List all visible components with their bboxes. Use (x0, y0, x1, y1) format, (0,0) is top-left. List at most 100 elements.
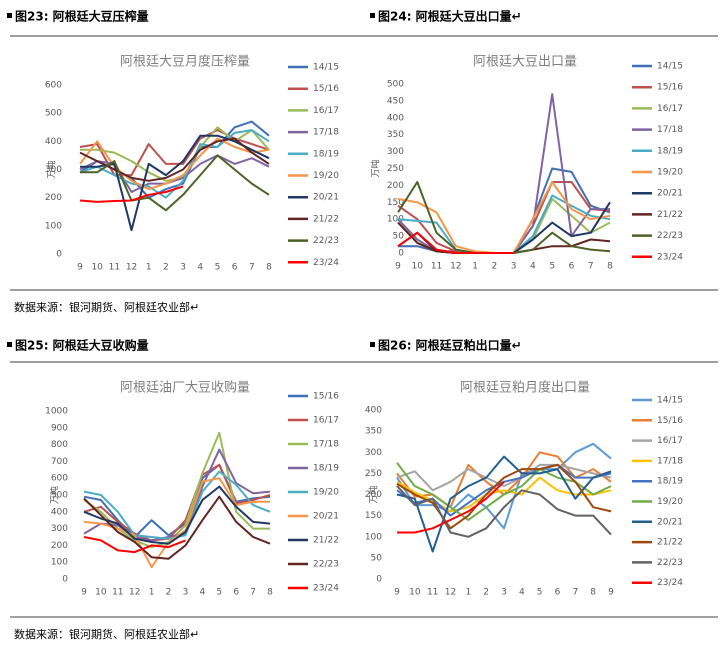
series-line (396, 442, 612, 530)
x-tick-label: 5 (215, 263, 221, 273)
x-tick-label: 7 (572, 588, 578, 598)
legend-label: 14/15 (657, 62, 683, 72)
y-tick-label: 400 (365, 406, 382, 416)
x-tick-label: 12 (450, 262, 461, 272)
y-axis-title: 万吨 (46, 160, 58, 178)
x-tick-label: 10 (91, 263, 103, 273)
series-line (397, 93, 610, 254)
figure-header: 图25: 阿根廷大豆收购量 (15, 338, 149, 353)
x-tick-label: 9 (81, 588, 87, 598)
x-tick-label: 11 (112, 588, 123, 598)
legend-label: 16/17 (657, 436, 683, 446)
x-tick-label: 4 (199, 588, 205, 598)
chart-title: 阿根廷大豆月度压榨量 (120, 54, 250, 70)
legend-label: 14/15 (657, 396, 683, 406)
x-tick-label: 3 (501, 588, 507, 598)
x-tick-label: 9 (608, 588, 614, 598)
legend-label: 18/19 (657, 146, 683, 156)
legend-label: 18/19 (657, 477, 683, 487)
y-tick-label: 50 (393, 232, 405, 242)
x-tick-label: 1 (465, 588, 471, 598)
x-tick-label: 10 (412, 262, 424, 272)
y-tick-label: 350 (387, 130, 404, 140)
legend-label: 15/16 (313, 392, 339, 402)
series-line (83, 463, 271, 542)
x-tick-label: 8 (590, 588, 596, 598)
x-tick-label: 1 (146, 263, 152, 273)
legend-label: 21/22 (657, 538, 683, 548)
series-line (80, 154, 270, 212)
legend-label: 15/16 (657, 83, 683, 93)
y-tick-label: 350 (365, 427, 382, 437)
y-tick-label: 0 (62, 575, 68, 585)
chart-title: 阿根廷大豆出口量 (473, 55, 577, 70)
x-tick-label: 9 (395, 262, 401, 272)
y-tick-label: 400 (45, 137, 62, 147)
legend-label: 22/23 (313, 236, 339, 246)
series-line (396, 463, 612, 530)
legend-label: 22/23 (657, 231, 683, 241)
x-tick-label: 11 (431, 262, 442, 272)
series-line (79, 185, 184, 203)
legend-label: 20/21 (313, 512, 339, 522)
x-tick-label: 12 (126, 263, 137, 273)
y-tick-label: 100 (45, 221, 62, 231)
legend-label: 20/21 (657, 189, 683, 199)
y-tick-label: 300 (387, 147, 404, 157)
y-tick-label: 300 (45, 165, 62, 175)
x-tick-label: 4 (530, 262, 536, 272)
x-tick-label: 4 (519, 588, 525, 598)
legend-label: 15/16 (657, 416, 683, 426)
y-tick-label: 400 (387, 113, 404, 123)
legend-label: 23/24 (313, 584, 339, 594)
series-line (79, 137, 270, 182)
y-tick-label: 250 (387, 164, 404, 174)
series-line (83, 485, 271, 545)
y-tick-label: 300 (365, 448, 382, 458)
legend-label: 17/18 (657, 125, 683, 135)
x-tick-label: 1 (472, 262, 478, 272)
series-line (83, 477, 270, 569)
bullet (370, 13, 375, 18)
x-tick-label: 9 (77, 263, 83, 273)
series-line (398, 167, 611, 254)
figure-header: 图26: 阿根廷豆粕出口量↵ (378, 338, 522, 353)
y-tick-label: 100 (51, 558, 68, 568)
legend-label: 19/20 (313, 171, 339, 181)
series-line (83, 495, 271, 560)
y-tick-label: 100 (387, 215, 404, 225)
legend-label: 21/22 (657, 210, 683, 220)
x-tick-label: 3 (180, 263, 186, 273)
legend-label: 17/18 (313, 440, 339, 450)
y-tick-label: 250 (365, 469, 382, 479)
x-tick-label: 5 (549, 262, 555, 272)
source-note: 数据来源：银河期货、阿根廷农业部↵ (14, 300, 199, 314)
chart-title: 阿根廷豆粕月度出口量 (460, 380, 590, 396)
bullet (7, 13, 12, 18)
y-tick-label: 900 (51, 423, 68, 433)
legend-label: 20/21 (657, 517, 683, 527)
y-tick-label: 200 (365, 490, 382, 500)
legend-label: 17/18 (313, 128, 339, 138)
x-tick-label: 8 (267, 588, 273, 598)
legend-label: 19/20 (313, 488, 339, 498)
x-tick-label: 8 (266, 263, 272, 273)
y-tick-label: 600 (51, 474, 68, 484)
x-tick-label: 8 (607, 262, 613, 272)
legend-label: 23/24 (657, 252, 683, 262)
legend-label: 16/17 (313, 416, 339, 426)
legend-label: 16/17 (657, 104, 683, 114)
x-tick-label: 11 (427, 588, 438, 598)
y-tick-label: 200 (45, 193, 62, 203)
series-line (396, 485, 612, 538)
y-tick-label: 50 (371, 553, 383, 563)
x-tick-label: 10 (409, 588, 421, 598)
y-tick-label: 500 (387, 80, 404, 90)
figure-header: 图24: 阿根廷大豆出口量↵ (378, 9, 522, 24)
x-tick-label: 3 (183, 588, 189, 598)
x-tick-label: 7 (250, 588, 256, 598)
y-tick-label: 0 (56, 250, 62, 260)
series-line (83, 536, 186, 554)
chart-title: 阿根廷油厂大豆收购量 (120, 380, 250, 396)
x-tick-label: 2 (483, 588, 489, 598)
